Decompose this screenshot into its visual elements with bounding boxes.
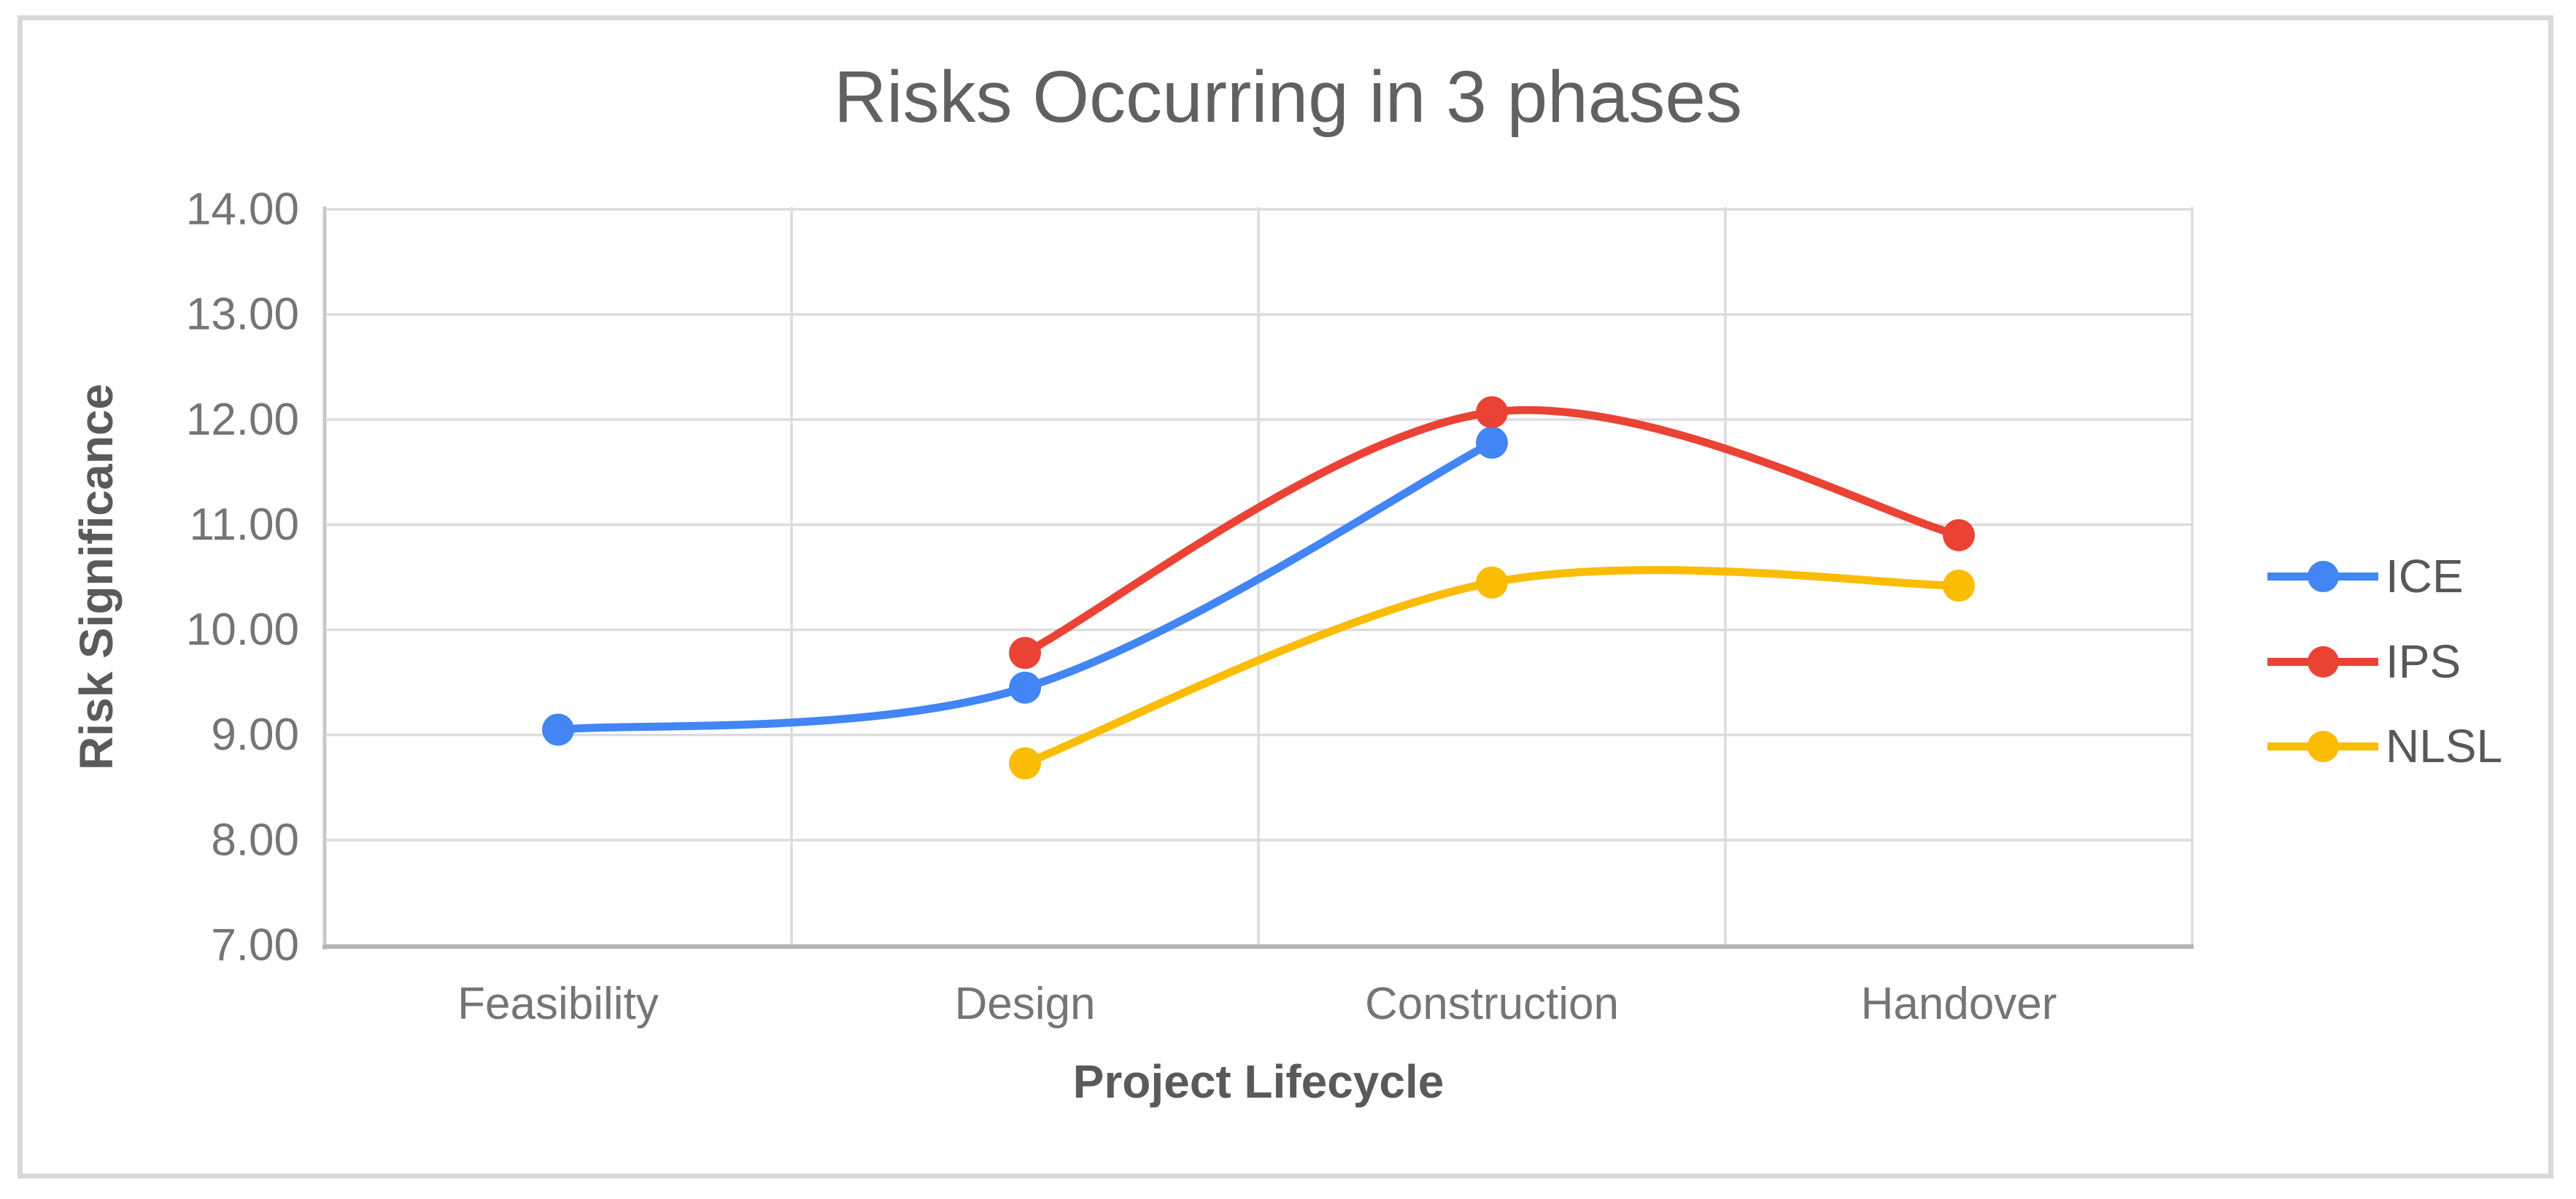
y-tick-label: 12.00: [186, 395, 299, 445]
y-tick-label: 11.00: [189, 500, 299, 550]
y-tick-label: 8.00: [211, 815, 299, 865]
legend-line-icon: [2267, 730, 2378, 762]
legend-dot-icon: [2308, 645, 2339, 678]
legend-label: IPS: [2386, 635, 2461, 688]
legend-dot-icon: [2308, 730, 2339, 762]
data-point-ips: [1009, 637, 1041, 670]
y-tick-label: 10.00: [186, 605, 299, 655]
y-axis-title: Risk Significance: [70, 384, 123, 770]
legend-label: NLSL: [2386, 720, 2503, 772]
data-point-nlsl: [1476, 566, 1508, 599]
data-point-nlsl: [1009, 747, 1041, 780]
data-point-ice: [542, 713, 574, 746]
y-tick-label: 14.00: [186, 185, 299, 235]
legend-line-icon: [2267, 645, 2378, 678]
x-axis-title: Project Lifecycle: [1072, 1055, 1444, 1108]
legend-dot-icon: [2308, 560, 2339, 592]
x-category-label: Handover: [1861, 979, 2057, 1029]
data-point-ips: [1476, 396, 1508, 429]
data-point-ips: [1943, 519, 1975, 551]
data-point-nlsl: [1943, 570, 1975, 602]
x-category-label: Feasibility: [457, 979, 659, 1029]
legend-label: ICE: [2386, 550, 2464, 602]
data-point-ice: [1009, 671, 1041, 704]
y-tick-label: 7.00: [211, 920, 299, 971]
data-point-ice: [1476, 426, 1508, 459]
legend-item-ice[interactable]: ICE: [2267, 551, 2464, 602]
x-category-label: Construction: [1365, 979, 1619, 1029]
legend-item-ips[interactable]: IPS: [2267, 636, 2461, 687]
y-tick-label: 13.00: [186, 290, 299, 340]
legend-line-icon: [2267, 560, 2378, 592]
chart-title: Risks Occurring in 3 phases: [834, 56, 1742, 138]
x-category-label: Design: [955, 979, 1096, 1029]
legend-item-nlsl[interactable]: NLSL: [2267, 721, 2502, 772]
y-tick-label: 9.00: [211, 710, 299, 760]
